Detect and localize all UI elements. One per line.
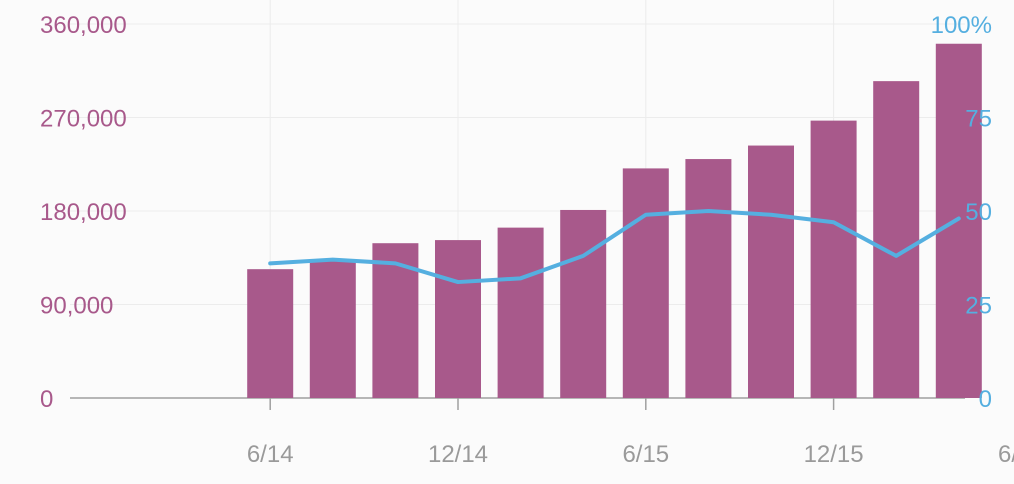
line-point: [332, 259, 334, 261]
line-point: [895, 255, 897, 257]
line-point: [269, 262, 271, 264]
bar: [622, 168, 669, 398]
y-right-tick-label: 75: [965, 106, 992, 133]
bar: [560, 209, 607, 398]
bar: [309, 260, 356, 398]
bar: [748, 145, 794, 398]
bar: [810, 120, 857, 398]
line-point: [520, 277, 522, 279]
y-right-tick-label: 0: [979, 386, 992, 413]
line-point: [833, 221, 835, 223]
y-right-tick-label: 50: [965, 199, 992, 226]
line-point: [645, 214, 647, 216]
y-left-tick-label: 180,000: [40, 199, 127, 226]
bar: [873, 81, 920, 398]
y-left-tick-label: 270,000: [40, 106, 127, 133]
y-right-tick-label: 25: [965, 293, 992, 320]
bar: [685, 159, 732, 398]
x-tick-label: 6/14: [247, 441, 294, 468]
line-point: [958, 217, 960, 219]
x-tick-label: 6/16: [998, 441, 1014, 468]
x-tick-label: 12/14: [428, 441, 488, 468]
line-point: [457, 281, 459, 283]
bar: [497, 227, 544, 398]
bar: [435, 240, 481, 398]
line-point: [707, 210, 709, 212]
x-tick-label: 12/15: [804, 441, 864, 468]
right-axis: 100% 75 50 25 0: [931, 12, 992, 413]
bar: [935, 43, 982, 398]
y-left-tick-label: 0: [40, 386, 53, 413]
line-point: [582, 255, 584, 257]
line-point: [770, 214, 772, 216]
line-path: [268, 209, 961, 285]
y-left-tick-label: 90,000: [40, 293, 113, 320]
y-right-tick-label: 100%: [931, 12, 992, 39]
line-series: [268, 209, 961, 285]
bar-series: [247, 43, 982, 398]
x-axis: 6/14 12/14 6/15 12/15 6/16: [247, 398, 1014, 468]
bar: [247, 269, 294, 398]
x-tick-label: 6/15: [622, 441, 669, 468]
y-left-tick-label: 360,000: [40, 12, 127, 39]
left-axis: 360,000 270,000 180,000 90,000 0: [40, 12, 127, 413]
line-point: [394, 262, 396, 264]
